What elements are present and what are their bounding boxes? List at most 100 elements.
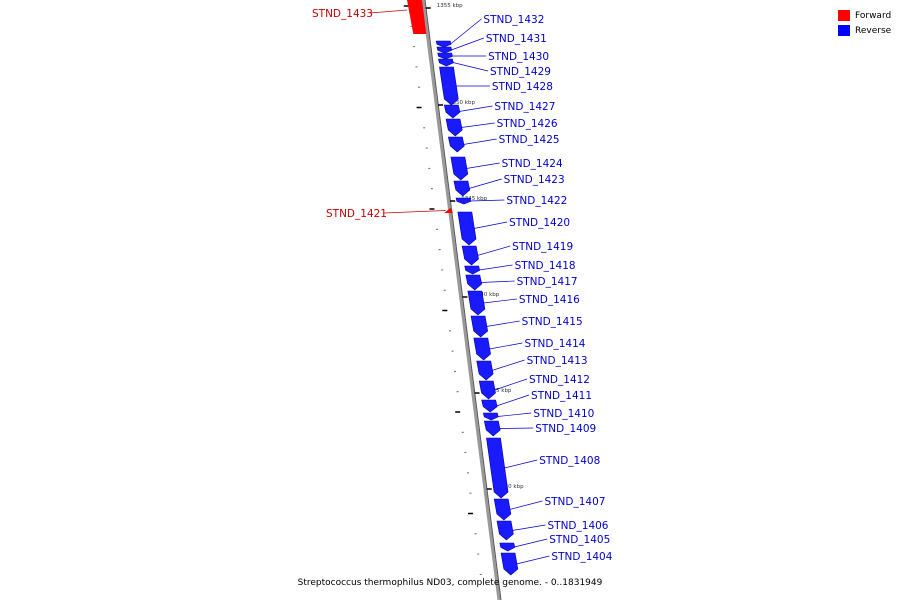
gene-leader-line <box>494 378 528 391</box>
gene-leader-line <box>486 320 520 327</box>
gene-feature <box>499 542 516 552</box>
gene-leader-line <box>466 162 500 169</box>
gene-leader-line <box>450 18 482 45</box>
gene-leader-line <box>452 62 489 72</box>
gene-leader-line <box>451 37 484 51</box>
gene-feature <box>439 66 459 106</box>
gene-feature <box>493 498 512 521</box>
gene-leader-line <box>461 122 495 128</box>
gene-feature <box>437 52 453 60</box>
gene-feature <box>447 136 465 153</box>
gene-leader-line <box>479 264 513 271</box>
gene-leader-line <box>459 105 493 112</box>
gene-label: STND_1418 <box>515 260 576 272</box>
gene-feature <box>435 40 452 48</box>
kbp-tick-label: 1330 kbp <box>498 484 524 490</box>
gene-label: STND_1406 <box>548 520 609 532</box>
legend-label-forward: Forward <box>855 10 892 21</box>
gene-feature <box>457 211 477 246</box>
gene-label: STND_1432 <box>483 14 544 26</box>
genome-backbone <box>418 0 502 600</box>
gene-label: STND_1420 <box>509 217 570 229</box>
gene-leader-line <box>489 342 523 350</box>
gene-label: STND_1427 <box>494 101 555 113</box>
gene-leader-line <box>496 394 530 407</box>
gene-feature <box>476 360 494 381</box>
gene-label: STND_1416 <box>519 294 580 306</box>
kbp-tick-label: 1355 kbp <box>437 3 463 9</box>
backbone-line <box>421 0 501 600</box>
gene-label: STND_1411 <box>531 390 592 402</box>
gene-leader-line <box>477 245 511 256</box>
gene-feature <box>478 380 496 400</box>
gene-label: STND_1408 <box>539 455 600 467</box>
gene-leader-line <box>499 427 534 429</box>
gene-label: STND_1428 <box>492 81 553 93</box>
gene-leader-line <box>369 9 408 14</box>
gene-label: STND_1430 <box>488 51 549 63</box>
gene-leader-line <box>504 459 538 469</box>
gene-leader-line <box>470 199 505 202</box>
legend-item-reverse: Reverse <box>838 23 891 38</box>
forward-swatch <box>838 10 850 21</box>
gene-feature <box>407 0 427 34</box>
legend: Forward Reverse <box>838 8 891 38</box>
gene-label: STND_1413 <box>527 355 588 367</box>
gene-leader-line <box>512 524 546 531</box>
gene-leader-line <box>480 280 515 283</box>
gene-leader-line <box>516 555 550 565</box>
gene-leader-line <box>463 138 497 145</box>
gene-label: STND_1404 <box>551 551 612 563</box>
scale-ticks: 1355 kbp 1350 kbp 1345 kbp 1340 kbp 1335 kbp… <box>403 3 524 575</box>
gene-label: STND_1429 <box>490 66 551 78</box>
gene-features <box>407 0 519 576</box>
legend-item-forward: Forward <box>838 8 891 23</box>
backbone-highlight <box>418 0 498 600</box>
gene-leader-line <box>473 221 508 229</box>
gene-leader-line <box>483 298 517 304</box>
gene-label: STND_1415 <box>522 316 583 328</box>
gene-feature <box>461 245 479 266</box>
gene-feature <box>482 412 499 421</box>
gene-label: STND_1419 <box>512 241 573 253</box>
kbp-tick-label: 1340 kbp <box>473 292 499 298</box>
gene-label: STND_1431 <box>486 33 547 45</box>
gene-label: STND_1426 <box>497 118 558 130</box>
gene-label: STND_1417 <box>517 276 578 288</box>
kbp-tick-label: 1345 kbp <box>461 196 487 202</box>
gene-feature <box>473 337 491 361</box>
gene-feature <box>464 265 481 275</box>
gene-feature <box>465 274 483 291</box>
gene-feature <box>455 197 472 205</box>
gene-labels: STND_1433 STND_1432 STND_1431 STND_1430 STND… <box>312 8 613 565</box>
legend-label-reverse: Reverse <box>855 25 892 36</box>
gene-label: STND_1425 <box>499 134 560 146</box>
gene-label: STND_1423 <box>504 174 565 186</box>
kbp-tick-label: 1350 kbp <box>449 100 475 106</box>
gene-leader-line <box>509 500 543 510</box>
gene-label: STND_1414 <box>524 338 585 350</box>
gene-feature <box>444 208 453 213</box>
gene-label: STND_1433 <box>312 8 373 20</box>
gene-feature <box>483 420 501 437</box>
reverse-swatch <box>838 25 850 36</box>
gene-label: STND_1410 <box>533 408 594 420</box>
gene-feature <box>450 156 469 181</box>
gene-feature <box>500 552 519 576</box>
gene-leader-line <box>491 359 525 371</box>
gene-label: STND_1412 <box>529 374 590 386</box>
gene-leader-line <box>383 210 446 214</box>
gene-feature <box>438 58 454 67</box>
gene-feature <box>486 437 509 499</box>
gene-leader-line <box>514 538 548 548</box>
gene-label: STND_1409 <box>535 423 596 435</box>
gene-label: STND_1424 <box>502 158 563 170</box>
gene-feature <box>436 46 453 54</box>
gene-feature <box>496 520 514 541</box>
gene-label: STND_1405 <box>549 534 610 546</box>
gene-feature <box>445 118 463 137</box>
gene-label: STND_1421 <box>326 208 387 220</box>
gene-feature <box>453 180 471 197</box>
gene-leader-line <box>497 412 532 417</box>
